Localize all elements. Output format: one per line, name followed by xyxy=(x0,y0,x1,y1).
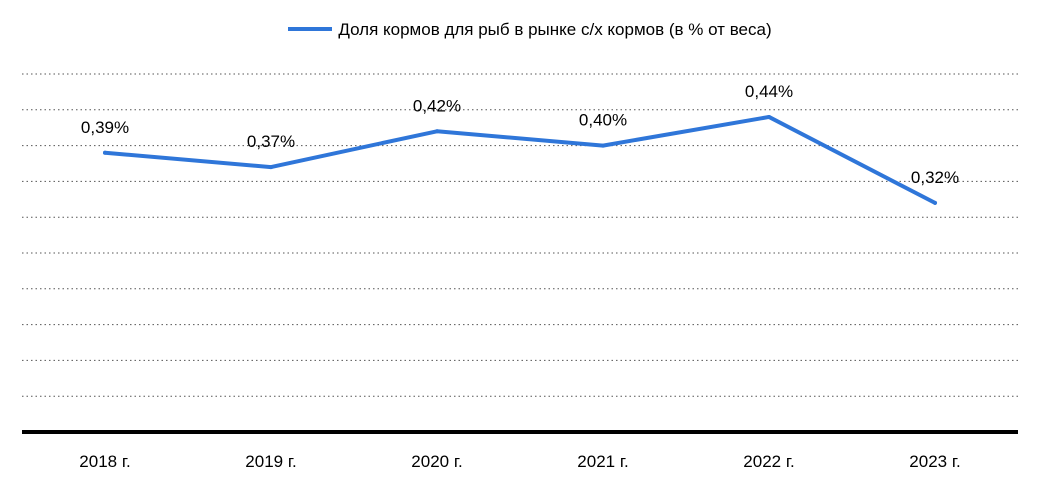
x-tick-label: 2019 г. xyxy=(245,452,296,471)
data-point xyxy=(933,200,937,205)
data-point xyxy=(435,129,439,134)
x-tick-label: 2020 г. xyxy=(411,452,462,471)
data-label: 0,39% xyxy=(81,118,129,137)
legend-swatch xyxy=(288,26,333,31)
data-point xyxy=(269,165,273,170)
data-label: 0,44% xyxy=(745,82,793,101)
data-label: 0,40% xyxy=(579,111,627,130)
data-label: 0,37% xyxy=(247,132,295,151)
series-line xyxy=(103,114,937,205)
x-tick-label: 2018 г. xyxy=(79,452,130,471)
data-point xyxy=(601,143,605,148)
data-label: 0,32% xyxy=(911,168,959,187)
data-label: 0,42% xyxy=(413,96,461,115)
data-point xyxy=(103,150,107,155)
x-tick-label: 2021 г. xyxy=(577,452,628,471)
x-tick-label: 2022 г. xyxy=(743,452,794,471)
data-point xyxy=(767,114,771,119)
x-tick-label: 2023 г. xyxy=(909,452,960,471)
legend-label: Доля кормов для рыб в рынке с/х кормов (… xyxy=(338,20,772,39)
legend: Доля кормов для рыб в рынке с/х кормов (… xyxy=(0,18,1060,42)
